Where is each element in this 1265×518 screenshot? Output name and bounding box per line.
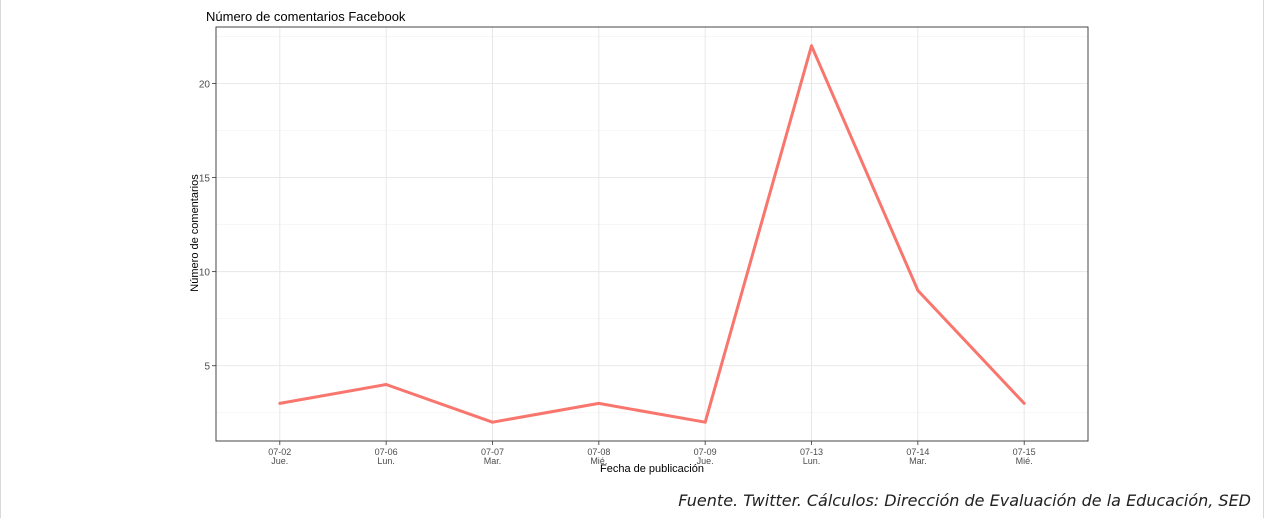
y-axis: 5 10 15 20 <box>199 79 216 373</box>
data-point <box>384 383 388 387</box>
x-tick-label-date: 07-07 <box>481 447 504 457</box>
x-axis: 07-02Jue.07-06Lun.07-07Mar.07-08Mié.07-0… <box>268 441 1036 466</box>
x-tick-label-day: Mar. <box>484 456 502 466</box>
x-tick-label-date: 07-08 <box>587 447 610 457</box>
minor-gridlines <box>216 36 1088 414</box>
series-path <box>279 44 1026 424</box>
x-tick-label-day: Jue. <box>271 456 288 466</box>
x-axis-label: Fecha de publicación <box>600 463 704 475</box>
data-point <box>1022 401 1026 405</box>
y-tick-label: 15 <box>199 174 211 185</box>
plot-panel-border <box>215 26 1089 442</box>
x-tick-label-date: 07-14 <box>906 447 929 457</box>
data-point <box>278 401 282 405</box>
data-point <box>810 44 814 48</box>
x-tick-label-day: Mié. <box>590 456 607 466</box>
chart-title: Número de comentarios Facebook <box>206 9 406 24</box>
x-tick-label-day: Jue. <box>697 456 714 466</box>
x-tick-label-date: 07-06 <box>375 447 398 457</box>
major-gridlines <box>216 27 1088 441</box>
y-axis-label: Número de comentarios <box>189 174 201 292</box>
x-tick-label-day: Mié. <box>1016 456 1033 466</box>
x-tick-label-day: Lun. <box>803 456 821 466</box>
y-tick-label: 20 <box>199 79 211 90</box>
data-point <box>490 420 494 424</box>
data-point <box>703 420 707 424</box>
x-tick-label-date: 07-13 <box>800 447 823 457</box>
x-tick-label-date: 07-02 <box>268 447 291 457</box>
series-line <box>278 44 1026 424</box>
y-tick-label: 5 <box>204 362 210 373</box>
x-tick-label-date: 07-09 <box>694 447 717 457</box>
data-point <box>916 288 920 292</box>
y-tick-label: 10 <box>199 268 211 279</box>
x-tick-label-date: 07-15 <box>1013 447 1036 457</box>
x-tick-label-day: Mar. <box>909 456 927 466</box>
source-caption: Fuente. Twitter. Cálculos: Dirección de … <box>678 491 1251 510</box>
data-point <box>597 401 601 405</box>
x-tick-label-day: Lun. <box>377 456 395 466</box>
